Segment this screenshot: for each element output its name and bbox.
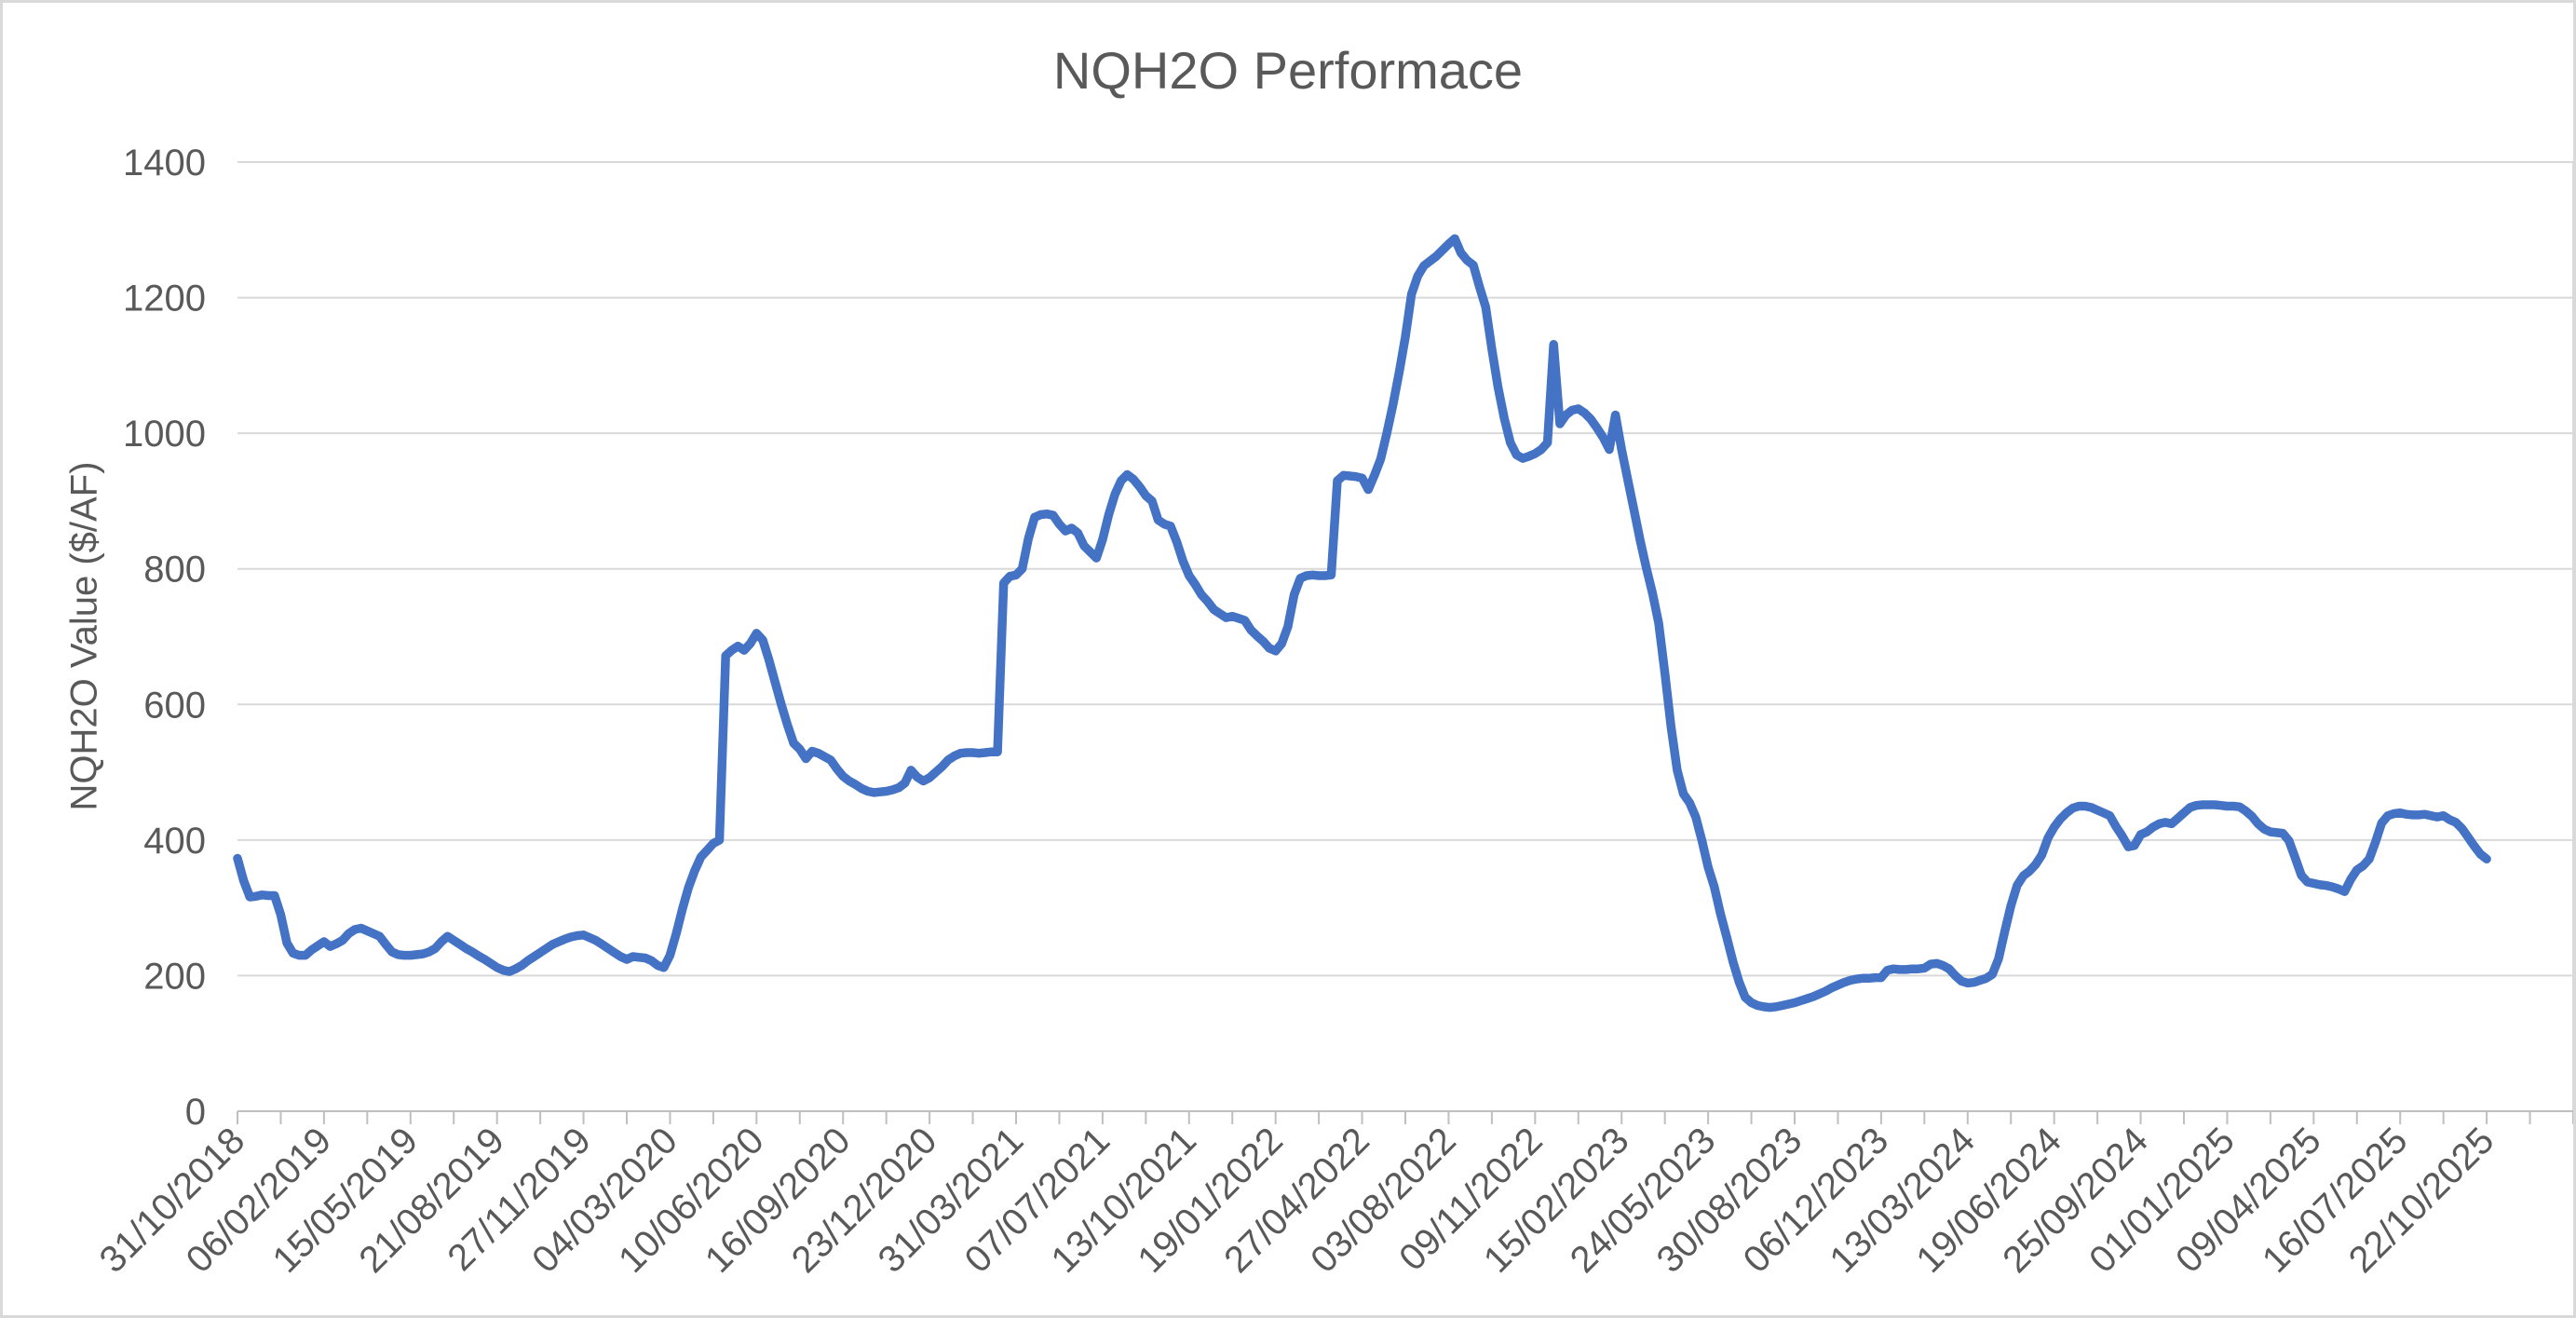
line-chart: 020040060080010001200140031/10/201806/02… [92,143,2573,1281]
y-tick-label: 800 [143,550,206,591]
y-tick-label: 200 [143,956,206,997]
y-tick-label: 400 [143,821,206,862]
y-tick-label: 1400 [123,143,206,183]
y-tick-label: 600 [143,685,206,726]
y-tick-label: 1000 [123,414,206,455]
y-tick-label: 1200 [123,279,206,319]
y-tick-label: 0 [185,1092,206,1133]
y-axis-title: NQH2O Value ($/AF) [63,461,105,811]
data-line-nqh2o [233,234,2491,1012]
chart-title: NQH2O Performace [1052,41,1524,100]
